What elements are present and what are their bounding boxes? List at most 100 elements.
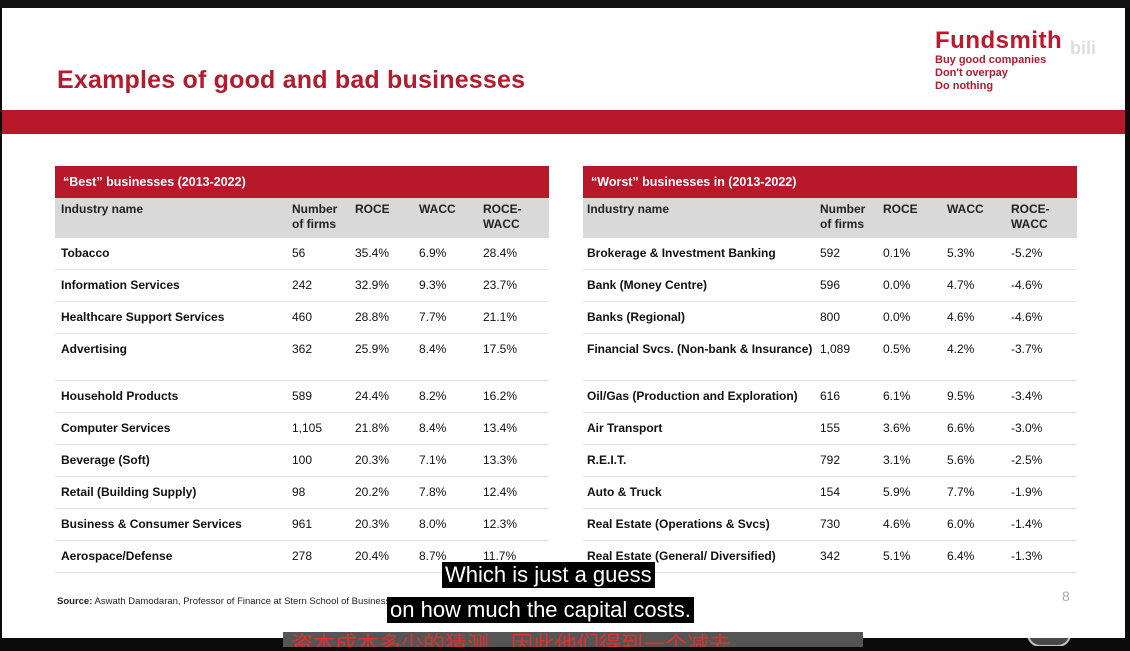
- industry-name-cell: Beverage (Soft): [61, 453, 150, 467]
- presentation-slide: Examples of good and bad businesses Fund…: [2, 8, 1125, 638]
- roce-cell: 25.9%: [355, 342, 390, 356]
- roce-minus-wacc-cell: -4.6%: [1011, 310, 1043, 324]
- col-roce-minus-wacc: ROCE-WACC: [1011, 202, 1050, 231]
- wacc-cell: 8.4%: [419, 342, 447, 356]
- roce-minus-wacc-cell: -1.9%: [1011, 485, 1043, 499]
- col-wacc: WACC: [947, 202, 984, 216]
- roce-minus-wacc-cell: 12.4%: [483, 485, 518, 499]
- wacc-cell: 7.1%: [419, 453, 447, 467]
- table-row: Beverage (Soft) 100 20.3% 7.1% 13.3%: [55, 445, 549, 477]
- industry-name-cell: Brokerage & Investment Banking: [587, 246, 776, 260]
- industry-name-cell: Real Estate (General/ Diversified): [587, 549, 776, 563]
- col-roce: ROCE: [883, 202, 918, 216]
- wacc-cell: 8.2%: [419, 389, 447, 403]
- roce-minus-wacc-cell: -3.4%: [1011, 389, 1043, 403]
- roce-cell: 0.1%: [883, 246, 911, 260]
- industry-name-cell: Real Estate (Operations & Svcs): [587, 517, 770, 531]
- roce-minus-wacc-cell: -1.4%: [1011, 517, 1043, 531]
- col-number-of-firms: Number of firms: [292, 202, 338, 231]
- number-of-firms-cell: 154: [820, 485, 841, 499]
- roce-cell: 20.2%: [355, 485, 390, 499]
- logo-tagline-1: Buy good companies: [935, 54, 1047, 66]
- roce-cell: 5.9%: [883, 485, 911, 499]
- number-of-firms-cell: 242: [292, 278, 313, 292]
- number-of-firms-cell: 362: [292, 342, 313, 356]
- number-of-firms-cell: 56: [292, 246, 306, 260]
- wacc-cell: 5.3%: [947, 246, 975, 260]
- col-wacc: WACC: [419, 202, 456, 216]
- industry-name-cell: Air Transport: [587, 421, 663, 435]
- industry-name-cell: Healthcare Support Services: [61, 310, 225, 324]
- logo-tagline-3: Do nothing: [935, 80, 994, 92]
- chinese-caption-bar: 资本成本多少的猜测，因此他们得到一个减去: [283, 632, 863, 647]
- table-row: Advertising 362 25.9% 8.4% 17.5%: [55, 334, 549, 381]
- wacc-cell: 9.3%: [419, 278, 447, 292]
- bilibili-watermark: bili: [1070, 38, 1096, 58]
- logo-tagline-2: Don't overpay: [935, 67, 1008, 79]
- table-row: Real Estate (Operations & Svcs) 730 4.6% 6.…: [583, 509, 1077, 541]
- source-text: Aswath Damodaran, Professor of Finance a…: [94, 596, 545, 607]
- industry-name-cell: Tobacco: [61, 246, 110, 260]
- roce-minus-wacc-cell: -1.3%: [1011, 549, 1043, 563]
- fundsmith-logo: Fundsmith Buy good companies Don't overp…: [935, 28, 1105, 93]
- wacc-cell: 7.7%: [419, 310, 447, 324]
- roce-cell: 0.0%: [883, 278, 911, 292]
- table-body: Tobacco 56 35.4% 6.9% 28.4% Information Servi…: [55, 238, 549, 573]
- roce-minus-wacc-cell: -3.0%: [1011, 421, 1043, 435]
- roce-minus-wacc-cell: 11.7%: [483, 549, 517, 563]
- table-row: Banks (Regional) 800 0.0% 4.6% -4.6%: [583, 302, 1077, 334]
- number-of-firms-cell: 730: [820, 517, 841, 531]
- caption-line-2: on how much the capital costs.: [387, 597, 694, 623]
- col-industry-name: Industry name: [587, 202, 670, 216]
- table-header: “Best” businesses (2013-2022): [55, 166, 549, 198]
- roce-cell: 0.5%: [883, 342, 911, 356]
- industry-name-cell: Oil/Gas (Production and Exploration): [587, 389, 798, 403]
- roce-minus-wacc-cell: -3.7%: [1011, 342, 1043, 356]
- roce-cell: 4.6%: [883, 517, 911, 531]
- roce-minus-wacc-cell: 21.1%: [483, 310, 518, 324]
- number-of-firms-cell: 792: [820, 453, 841, 467]
- wacc-cell: 8.4%: [419, 421, 447, 435]
- number-of-firms-cell: 460: [292, 310, 313, 324]
- number-of-firms-cell: 592: [820, 246, 841, 260]
- industry-name-cell: Bank (Money Centre): [587, 278, 708, 292]
- industry-name-cell: Computer Services: [61, 421, 171, 435]
- wacc-cell: 4.6%: [947, 310, 975, 324]
- wacc-cell: 6.6%: [947, 421, 975, 435]
- roce-minus-wacc-cell: 23.7%: [483, 278, 518, 292]
- roce-minus-wacc-cell: -4.6%: [1011, 278, 1043, 292]
- roce-minus-wacc-cell: 13.4%: [483, 421, 518, 435]
- wacc-cell: 8.0%: [419, 517, 447, 531]
- worst-businesses-table: “Worst” businesses in (2013-2022) Indust…: [583, 166, 1077, 573]
- table-row: Household Products 589 24.4% 8.2% 16.2%: [55, 381, 549, 413]
- industry-name-cell: Banks (Regional): [587, 310, 686, 324]
- wacc-cell: 4.7%: [947, 278, 975, 292]
- number-of-firms-cell: 98: [292, 485, 306, 499]
- table-row: Information Services 242 32.9% 9.3% 23.7%: [55, 270, 549, 302]
- number-of-firms-cell: 616: [820, 389, 841, 403]
- roce-cell: 32.9%: [355, 278, 390, 292]
- table-row: Oil/Gas (Production and Exploration) 616 6…: [583, 381, 1077, 413]
- table-row: Retail (Building Supply) 98 20.2% 7.8% 12.4%: [55, 477, 549, 509]
- number-of-firms-cell: 342: [820, 549, 841, 563]
- roce-cell: 5.1%: [883, 549, 911, 563]
- number-of-firms-cell: 278: [292, 549, 313, 563]
- industry-name-cell: Household Products: [61, 389, 179, 403]
- roce-minus-wacc-cell: 13.3%: [483, 453, 518, 467]
- wacc-cell: 8.7%: [419, 549, 447, 563]
- wacc-cell: 6.0%: [947, 517, 975, 531]
- industry-name-cell: Information Services: [61, 278, 180, 292]
- roce-cell: 28.8%: [355, 310, 390, 324]
- roce-minus-wacc-cell: 28.4%: [483, 246, 518, 260]
- table-row: Tobacco 56 35.4% 6.9% 28.4%: [55, 238, 549, 270]
- number-of-firms-cell: 961: [292, 517, 313, 531]
- number-of-firms-cell: 1,105: [292, 421, 323, 435]
- table-row: R.E.I.T. 792 3.1% 5.6% -2.5%: [583, 445, 1077, 477]
- table-row: Air Transport 155 3.6% 6.6% -3.0%: [583, 413, 1077, 445]
- table-row: Business & Consumer Services 961 20.3% 8.0%…: [55, 509, 549, 541]
- roce-minus-wacc-cell: 17.5%: [483, 342, 518, 356]
- roce-minus-wacc-cell: -2.5%: [1011, 453, 1043, 467]
- play-icon[interactable]: [1026, 606, 1072, 647]
- roce-cell: 20.3%: [355, 517, 390, 531]
